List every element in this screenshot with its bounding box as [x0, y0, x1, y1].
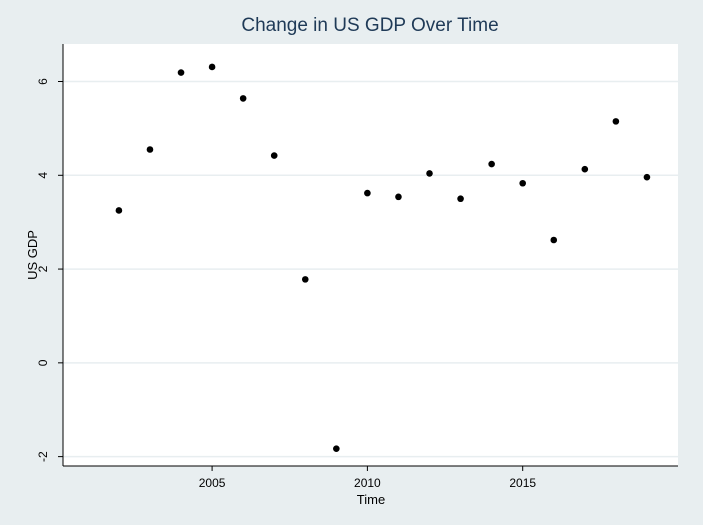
data-point: [581, 165, 589, 173]
x-axis-label: Time: [357, 492, 385, 507]
axis-ticks: -2 0 2 4 6 2005 2010 2015: [36, 78, 536, 490]
data-point: [239, 95, 247, 102]
data-points: [115, 63, 651, 452]
data-point: [488, 160, 495, 168]
data-point: [643, 173, 651, 181]
data-point: [270, 152, 278, 159]
x-tick-label: 2010: [354, 476, 381, 490]
y-axis-label: US GDP: [25, 230, 40, 280]
data-point: [395, 193, 402, 201]
x-tick-label: 2015: [509, 476, 536, 490]
data-point: [426, 170, 433, 177]
y-tick-label: 6: [36, 78, 50, 85]
data-point: [115, 207, 123, 214]
y-tick-label: 4: [36, 172, 50, 179]
data-point: [177, 69, 185, 76]
chart-title: Change in US GDP Over Time: [241, 15, 498, 36]
y-tick-label: -2: [36, 451, 50, 462]
data-point: [457, 195, 464, 203]
data-point: [519, 179, 526, 187]
plot-area: [63, 44, 678, 466]
data-point: [364, 189, 371, 197]
y-tick-label: 0: [36, 359, 50, 366]
y-tick-label: 2: [36, 265, 50, 272]
data-point: [301, 276, 309, 283]
data-point: [146, 146, 154, 153]
data-point: [333, 445, 340, 452]
data-point: [208, 63, 216, 71]
x-tick-label: 2005: [199, 476, 226, 490]
data-point: [612, 118, 620, 125]
data-point: [550, 236, 558, 244]
grid-lines: [63, 80, 678, 458]
